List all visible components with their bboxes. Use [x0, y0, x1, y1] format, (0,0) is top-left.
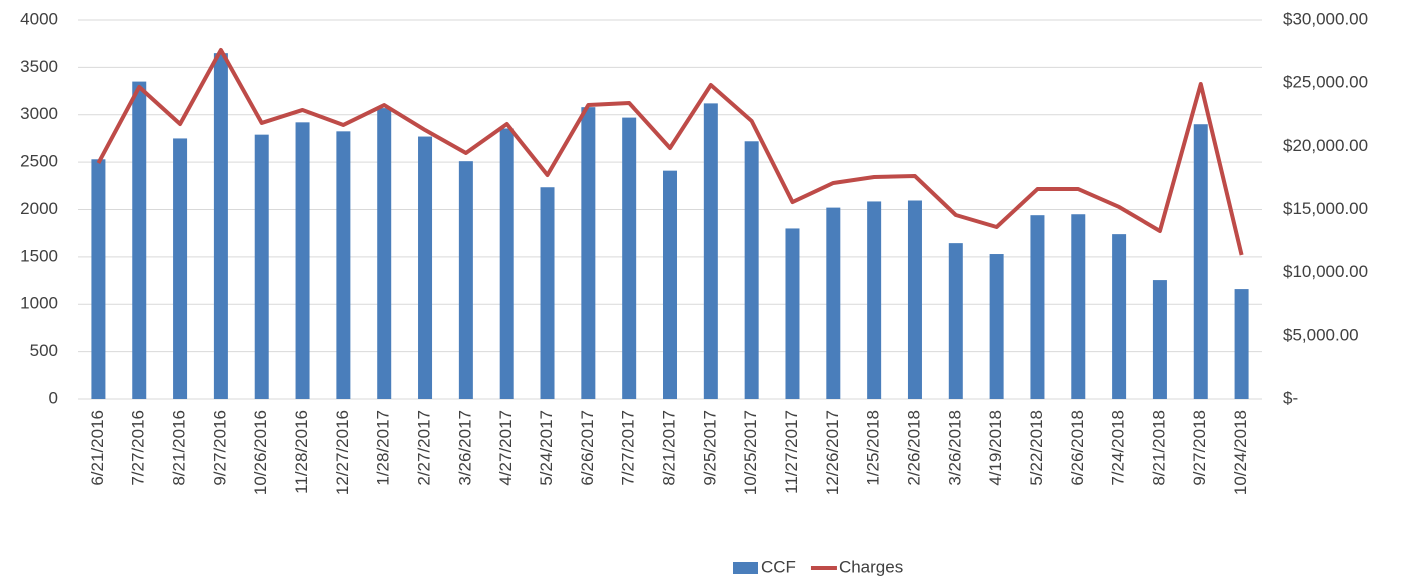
bar: [1152, 280, 1167, 399]
x-tick-label: 4/19/2018: [986, 410, 1005, 486]
x-tick-label: 8/21/2016: [170, 410, 189, 486]
bar: [499, 128, 514, 399]
bar: [948, 243, 963, 399]
x-tick-label: 10/25/2017: [741, 410, 760, 495]
line: [96, 48, 1244, 256]
bar: [1193, 124, 1208, 399]
bar: [132, 81, 147, 400]
x-tick-label: 10/24/2018: [1231, 410, 1250, 495]
x-tick-label: 11/28/2016: [292, 410, 311, 494]
legend-swatch: [733, 562, 758, 574]
y2-tick-label: $30,000.00: [1283, 9, 1368, 28]
y-tick-label: 0: [49, 388, 58, 407]
x-tick-label: 12/27/2016: [333, 410, 352, 495]
y2-tick-label: $20,000.00: [1283, 136, 1368, 155]
x-tick-label: 5/24/2017: [537, 410, 556, 486]
bar: [867, 201, 882, 399]
bar: [826, 207, 841, 399]
y2-tick-label: $15,000.00: [1283, 199, 1368, 218]
y2-tick-label: $5,000.00: [1283, 325, 1359, 344]
bar: [581, 107, 596, 400]
x-tick-label: 10/26/2016: [251, 410, 270, 495]
bar: [1030, 215, 1045, 399]
legend-label: CCF: [761, 557, 796, 576]
x-tick-label: 1/25/2018: [864, 410, 883, 486]
bar: [295, 122, 310, 399]
y-tick-label: 3500: [20, 57, 58, 76]
x-tick-label: 12/26/2017: [823, 410, 842, 495]
bar: [785, 228, 800, 399]
bar: [1234, 289, 1249, 399]
x-tick-label: 2/27/2017: [415, 410, 434, 486]
x-tick-label: 6/26/2017: [578, 410, 597, 486]
x-tick-label: 3/26/2018: [945, 410, 964, 486]
x-tick-label: 9/27/2016: [210, 410, 229, 486]
bar: [336, 131, 351, 400]
x-tick-label: 5/22/2018: [1027, 410, 1046, 486]
y2-tick-label: $10,000.00: [1283, 262, 1368, 281]
y-tick-label: 3000: [20, 104, 58, 123]
x-tick-label: 7/27/2017: [619, 410, 638, 486]
bar: [458, 161, 473, 399]
bar: [663, 170, 677, 399]
y2-tick-label: $-: [1283, 388, 1298, 407]
x-tick-label: 8/21/2017: [659, 410, 678, 486]
bar: [540, 187, 555, 399]
bar: [989, 254, 1004, 399]
x-tick-label: 4/27/2017: [496, 410, 515, 486]
x-tick-label: 11/27/2017: [782, 410, 801, 494]
bar: [622, 117, 637, 399]
x-tick-label: 6/21/2016: [88, 410, 107, 486]
bar: [703, 103, 718, 399]
y-tick-label: 4000: [20, 9, 58, 28]
x-tick-label: 7/24/2018: [1109, 410, 1128, 486]
x-tick-label: 1/28/2017: [374, 410, 393, 486]
y2-tick-label: $25,000.00: [1283, 73, 1368, 92]
x-tick-label: 3/26/2017: [455, 410, 474, 486]
x-tick-label: 7/27/2016: [129, 410, 148, 486]
bar: [254, 134, 269, 399]
bar: [91, 159, 106, 399]
x-tick-label: 9/27/2018: [1190, 410, 1209, 486]
y-tick-label: 1500: [20, 246, 58, 265]
y-tick-label: 500: [30, 341, 58, 360]
y-tick-label: 2000: [20, 199, 58, 218]
legend-label: Charges: [839, 557, 903, 576]
bar: [173, 138, 188, 399]
bar: [213, 53, 228, 399]
bar: [907, 200, 922, 399]
x-tick-label: 9/25/2017: [700, 410, 719, 486]
x-tick-label: 2/26/2018: [904, 410, 923, 486]
bar: [377, 108, 392, 400]
y-tick-label: 1000: [20, 294, 58, 313]
bar: [744, 141, 759, 399]
y-tick-label: 2500: [20, 152, 58, 171]
bar: [1071, 214, 1086, 399]
x-tick-label: 6/26/2018: [1068, 410, 1087, 486]
x-tick-label: 8/21/2018: [1149, 410, 1168, 486]
bar: [418, 136, 433, 400]
bar: [1112, 234, 1127, 399]
